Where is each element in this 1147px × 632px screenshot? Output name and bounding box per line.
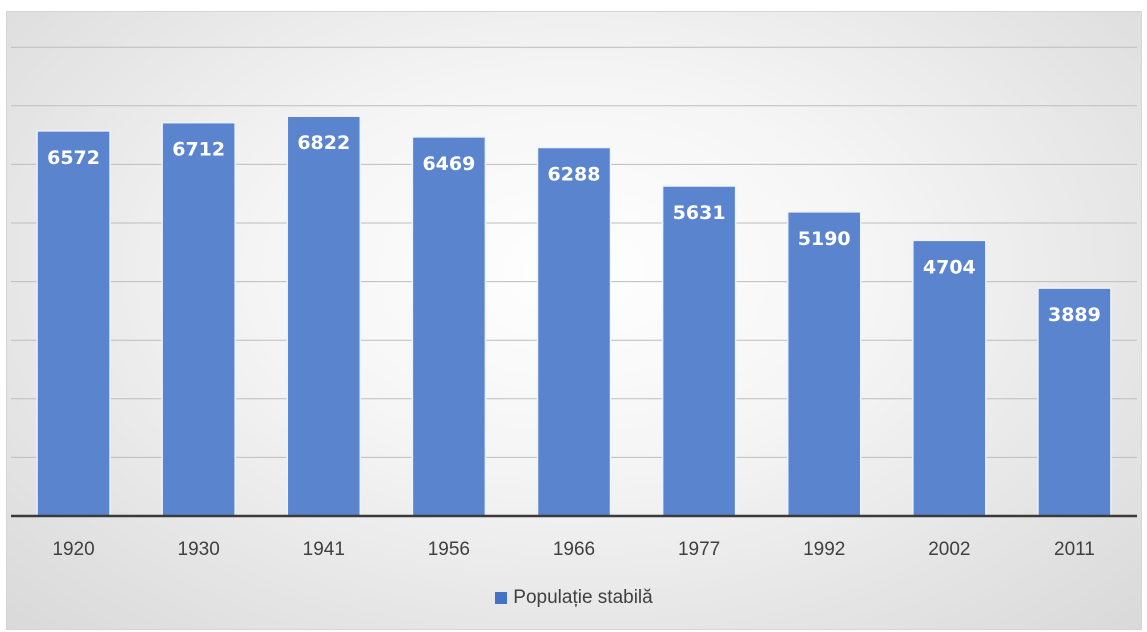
bar-1992 bbox=[786, 211, 862, 517]
bar-1920 bbox=[36, 130, 111, 517]
x-tick-label-1966: 1966 bbox=[553, 539, 595, 560]
x-tick-label-1920: 1920 bbox=[52, 539, 94, 560]
data-label-2011: 3889 bbox=[1048, 304, 1101, 326]
data-label-2002: 4704 bbox=[923, 256, 976, 278]
bars bbox=[36, 115, 1112, 517]
data-labels: 6572 6712 6822 6469 6288 5631 5190 4704 3889 bbox=[47, 132, 1101, 326]
data-label-1966: 6288 bbox=[548, 164, 601, 186]
legend-swatch bbox=[495, 592, 508, 604]
data-label-1977: 5631 bbox=[673, 202, 726, 224]
bar-1977 bbox=[661, 185, 737, 517]
data-label-1920: 6572 bbox=[47, 147, 100, 169]
x-tick-label-1956: 1956 bbox=[428, 539, 470, 560]
bar-1941 bbox=[286, 115, 362, 517]
data-label-1992: 5190 bbox=[798, 228, 851, 250]
data-label-1956: 6469 bbox=[422, 153, 475, 175]
x-tick-label-1992: 1992 bbox=[803, 539, 845, 560]
x-axis-tick-labels: 1920 1930 1941 1956 1966 1977 1992 2002 2011 bbox=[52, 539, 1094, 560]
data-label-1941: 6822 bbox=[297, 132, 350, 154]
bar-2002 bbox=[912, 239, 987, 517]
x-tick-label-1977: 1977 bbox=[678, 539, 720, 560]
bar-1956 bbox=[411, 136, 487, 517]
data-label-1930: 6712 bbox=[172, 139, 225, 161]
x-tick-label-1941: 1941 bbox=[303, 539, 345, 560]
x-tick-label-2011: 2011 bbox=[1054, 539, 1095, 560]
bar-1966 bbox=[536, 146, 612, 517]
bar-chart: 6572 6712 6822 6469 6288 5631 5190 4704 3889 192… bbox=[11, 46, 1137, 560]
x-tick-label-1930: 1930 bbox=[178, 539, 220, 560]
legend: Populație stabilă bbox=[7, 587, 1141, 609]
bar-1930 bbox=[161, 121, 236, 517]
chart-frame: 6572 6712 6822 6469 6288 5631 5190 4704 3889 192… bbox=[6, 11, 1142, 630]
x-tick-label-2002: 2002 bbox=[928, 539, 970, 560]
legend-label: Populație stabilă bbox=[513, 587, 653, 608]
